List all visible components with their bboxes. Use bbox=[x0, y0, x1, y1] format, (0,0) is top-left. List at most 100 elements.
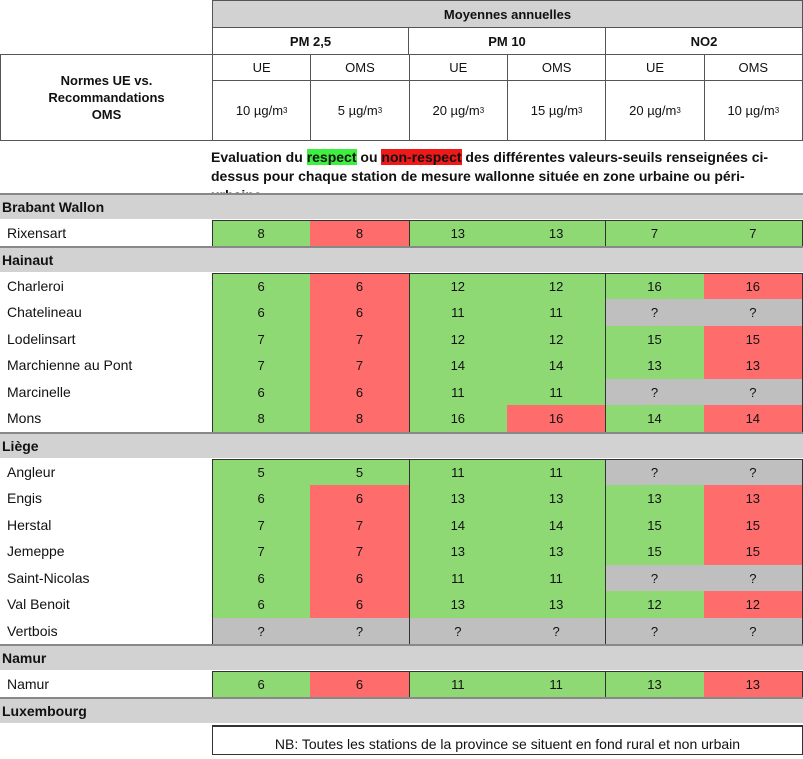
group-divider bbox=[605, 458, 607, 645]
value-cell: 13 bbox=[605, 352, 704, 380]
value-cell: 6 bbox=[310, 272, 409, 300]
value-cell: 7 bbox=[212, 352, 311, 380]
value-cell: 11 bbox=[408, 299, 507, 327]
value-cell: ? bbox=[408, 617, 507, 645]
value-cell: 7 bbox=[703, 219, 802, 247]
norms-label: Normes UE vs. Recommandations OMS bbox=[0, 54, 213, 141]
value-cell: ? bbox=[703, 458, 802, 486]
value-cell: 11 bbox=[506, 458, 606, 486]
value-cell: 7 bbox=[310, 325, 409, 353]
value-cell: 7 bbox=[310, 352, 409, 380]
standard-label: UE bbox=[212, 54, 312, 81]
limit-value: 20 µg/m 3 bbox=[605, 80, 705, 141]
value-cell: 12 bbox=[408, 272, 507, 300]
station-name: Marchienne au Pont bbox=[7, 357, 133, 374]
province-header: Hainaut bbox=[0, 246, 803, 273]
value-cell: 13 bbox=[605, 670, 704, 698]
standard-label: UE bbox=[408, 54, 508, 81]
value-cell: 12 bbox=[703, 591, 802, 619]
value-cell: 11 bbox=[408, 458, 507, 486]
value-cell: 6 bbox=[310, 378, 409, 406]
standard-label: OMS bbox=[310, 54, 410, 81]
value-cell: 13 bbox=[408, 219, 507, 247]
value-cell: 15 bbox=[703, 538, 802, 566]
value-cell: 12 bbox=[506, 272, 606, 300]
value-cell: 5 bbox=[212, 458, 311, 486]
value-cell: 8 bbox=[310, 405, 409, 433]
value-cell: ? bbox=[703, 378, 802, 406]
standard-label: OMS bbox=[703, 54, 803, 81]
station-name: Mons bbox=[7, 410, 42, 427]
value-cell: ? bbox=[605, 458, 704, 486]
value-cell: ? bbox=[703, 299, 802, 327]
value-cell: ? bbox=[310, 617, 409, 645]
value-cell: 13 bbox=[506, 591, 606, 619]
value-cell: 13 bbox=[408, 485, 507, 513]
value-cell: ? bbox=[703, 617, 802, 645]
group-divider bbox=[408, 219, 410, 247]
value-cell: 6 bbox=[212, 272, 311, 300]
value-cell: 5 bbox=[310, 458, 409, 486]
group-divider bbox=[408, 458, 410, 645]
value-cell: 11 bbox=[506, 670, 606, 698]
station-name: Lodelinsart bbox=[7, 330, 76, 347]
group-divider bbox=[605, 670, 607, 698]
value-cell: 6 bbox=[310, 299, 409, 327]
value-cell: ? bbox=[703, 564, 802, 592]
value-cell: 13 bbox=[506, 219, 606, 247]
station-name: Namur bbox=[7, 675, 50, 692]
limit-value: 10 µg/m 3 bbox=[212, 80, 312, 141]
header-title: Moyennes annuelles bbox=[212, 0, 803, 28]
value-cell: 13 bbox=[506, 485, 606, 513]
value-cell: 7 bbox=[310, 538, 409, 566]
value-cell: 12 bbox=[605, 591, 704, 619]
group-divider bbox=[408, 670, 410, 698]
group-divider bbox=[408, 272, 410, 432]
province-note: NB: Toutes les stations de la province s… bbox=[212, 725, 803, 755]
group-divider bbox=[605, 219, 607, 247]
province-header: Namur bbox=[0, 644, 803, 671]
value-cell: 13 bbox=[506, 538, 606, 566]
group-divider bbox=[605, 272, 607, 432]
value-cell: 11 bbox=[506, 299, 606, 327]
value-cell: 16 bbox=[506, 405, 606, 433]
value-cell: 6 bbox=[212, 670, 311, 698]
station-name: Val Benoit bbox=[7, 596, 70, 613]
value-cell: 11 bbox=[506, 378, 606, 406]
value-cell: 14 bbox=[703, 405, 802, 433]
value-cell: 13 bbox=[408, 538, 507, 566]
standard-label: UE bbox=[605, 54, 705, 81]
value-cell: 6 bbox=[310, 670, 409, 698]
value-cell: 12 bbox=[408, 325, 507, 353]
value-cell: 6 bbox=[212, 591, 311, 619]
value-cell: 14 bbox=[605, 405, 704, 433]
value-cell: ? bbox=[605, 617, 704, 645]
value-cell: 14 bbox=[506, 511, 606, 539]
value-cell: 15 bbox=[703, 325, 802, 353]
value-cell: 14 bbox=[408, 352, 507, 380]
station-name: Jemeppe bbox=[7, 543, 65, 560]
limit-value: 15 µg/m 3 bbox=[506, 80, 607, 141]
station-name: Rixensart bbox=[7, 224, 67, 241]
value-cell: ? bbox=[605, 564, 704, 592]
value-cell: 11 bbox=[408, 564, 507, 592]
value-cell: 7 bbox=[605, 219, 704, 247]
value-cell: 7 bbox=[212, 325, 311, 353]
value-cell: 12 bbox=[506, 325, 606, 353]
value-cell: 6 bbox=[310, 485, 409, 513]
value-cell: 6 bbox=[212, 299, 311, 327]
value-cell: 8 bbox=[310, 219, 409, 247]
value-cell: 14 bbox=[408, 511, 507, 539]
station-name: Engis bbox=[7, 490, 43, 507]
value-cell: 13 bbox=[408, 591, 507, 619]
respect-highlight: respect bbox=[306, 149, 357, 165]
value-cell: 13 bbox=[703, 485, 802, 513]
value-cell: 16 bbox=[605, 272, 704, 300]
station-name: Marcinelle bbox=[7, 383, 71, 400]
value-cell: ? bbox=[605, 299, 704, 327]
province-header: Liège bbox=[0, 431, 803, 458]
station-name: Herstal bbox=[7, 516, 52, 533]
value-cell: 6 bbox=[310, 564, 409, 592]
value-cell: 11 bbox=[408, 378, 507, 406]
value-cell: 6 bbox=[310, 591, 409, 619]
